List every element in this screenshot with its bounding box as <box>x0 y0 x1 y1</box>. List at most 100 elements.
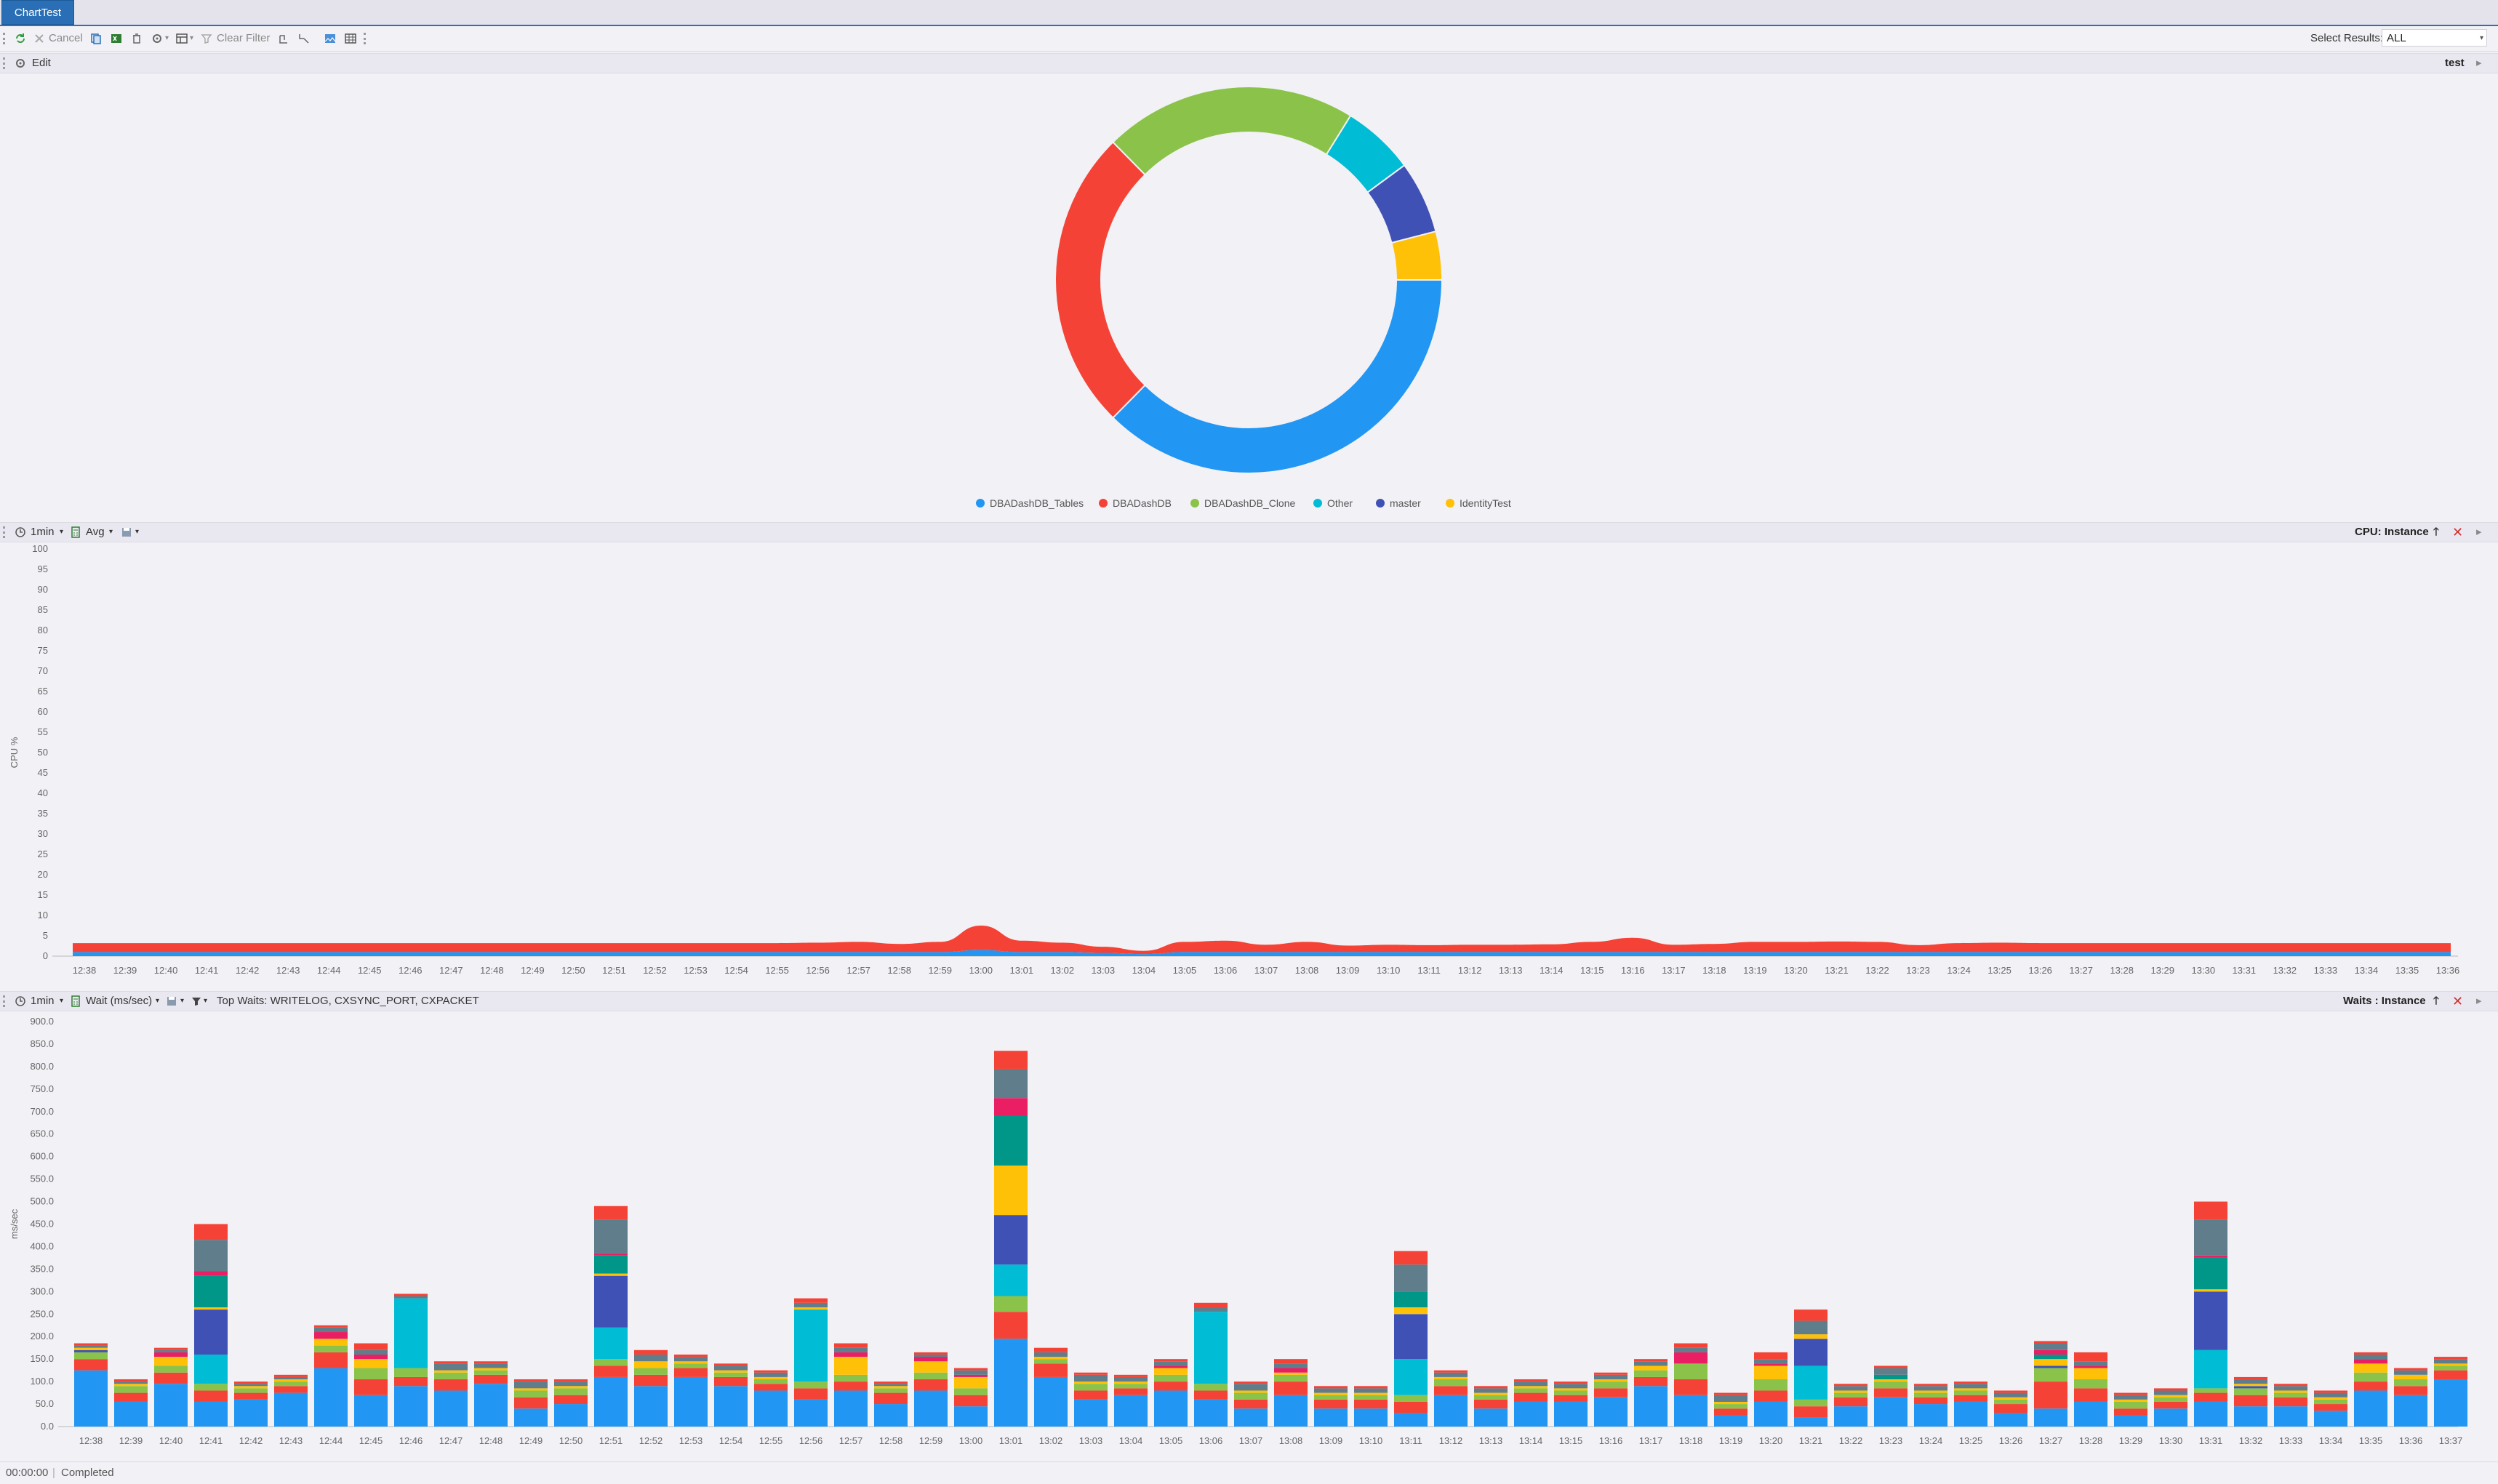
chevron-down-icon[interactable]: ▾ <box>190 34 194 42</box>
bar-segment[interactable] <box>1794 1339 1828 1366</box>
chevron-down-icon[interactable]: ▾ <box>204 997 208 1005</box>
bar-segment[interactable] <box>514 1388 548 1391</box>
bar-segment[interactable] <box>434 1372 468 1380</box>
bar-segment[interactable] <box>1554 1384 1588 1389</box>
bar-segment[interactable] <box>2194 1289 2227 1292</box>
bar-segment[interactable] <box>1634 1361 1668 1366</box>
bar-segment[interactable] <box>2154 1390 2187 1395</box>
bar-segment[interactable] <box>2354 1354 2387 1360</box>
bar-segment[interactable] <box>314 1345 348 1352</box>
bar-segment[interactable] <box>634 1354 668 1362</box>
bar-segment[interactable] <box>1234 1392 1268 1400</box>
bar-segment[interactable] <box>1674 1347 1708 1352</box>
bar-segment[interactable] <box>1754 1359 1788 1364</box>
bar-segment[interactable] <box>1514 1388 1548 1393</box>
bar-segment[interactable] <box>114 1386 148 1393</box>
bar-segment[interactable] <box>1354 1392 1388 1395</box>
bar-segment[interactable] <box>274 1386 308 1393</box>
bar-segment[interactable] <box>1994 1413 2027 1427</box>
bar-segment[interactable] <box>2074 1352 2107 1362</box>
bar-segment[interactable] <box>674 1363 708 1368</box>
bar-segment[interactable] <box>794 1298 828 1303</box>
bar-segment[interactable] <box>1434 1386 1468 1395</box>
bar-segment[interactable] <box>1434 1370 1468 1373</box>
bar-segment[interactable] <box>1074 1381 1108 1384</box>
bar-segment[interactable] <box>554 1395 588 1405</box>
bar-segment[interactable] <box>1674 1379 1708 1395</box>
bar-segment[interactable] <box>1714 1392 1748 1395</box>
bar-segment[interactable] <box>1914 1392 1947 1397</box>
bar-segment[interactable] <box>2114 1395 2147 1400</box>
bar-segment[interactable] <box>1594 1379 1628 1382</box>
bar-segment[interactable] <box>754 1372 788 1377</box>
bar-segment[interactable] <box>954 1395 988 1407</box>
bar-segment[interactable] <box>1834 1384 1868 1387</box>
bar-segment[interactable] <box>2154 1401 2187 1409</box>
bar-segment[interactable] <box>1994 1404 2027 1413</box>
bar-segment[interactable] <box>1234 1408 1268 1427</box>
bar-segment[interactable] <box>2274 1392 2307 1397</box>
bar-segment[interactable] <box>1394 1395 1428 1402</box>
bar-segment[interactable] <box>274 1379 308 1382</box>
bar-segment[interactable] <box>2194 1349 2227 1389</box>
bar-segment[interactable] <box>1834 1397 1868 1407</box>
bar-segment[interactable] <box>1034 1376 1068 1427</box>
bar-segment[interactable] <box>1634 1365 1668 1371</box>
bar-segment[interactable] <box>2234 1395 2267 1407</box>
legend-label[interactable]: Other <box>1327 497 1353 509</box>
bar-segment[interactable] <box>1834 1392 1868 1397</box>
bar-segment[interactable] <box>354 1368 388 1380</box>
bar-segment[interactable] <box>1474 1395 1508 1400</box>
bar-segment[interactable] <box>2114 1399 2147 1402</box>
bar-segment[interactable] <box>1234 1384 1268 1391</box>
cancel-icon[interactable] <box>33 33 45 44</box>
gear-icon[interactable] <box>15 57 26 69</box>
bar-segment[interactable] <box>1874 1388 1907 1397</box>
waits-interval-dropdown[interactable]: 1min <box>31 995 55 1007</box>
filter-icon[interactable] <box>191 995 202 1007</box>
bar-segment[interactable] <box>2074 1361 2107 1366</box>
bar-segment[interactable] <box>1914 1397 1947 1405</box>
bar-segment[interactable] <box>1154 1359 1188 1362</box>
bar-segment[interactable] <box>2154 1408 2187 1427</box>
bar-segment[interactable] <box>1394 1264 1428 1292</box>
bar-segment[interactable] <box>714 1372 748 1377</box>
bar-segment[interactable] <box>594 1327 628 1360</box>
bar-segment[interactable] <box>2034 1365 2067 1368</box>
bar-segment[interactable] <box>2034 1354 2067 1360</box>
bar-segment[interactable] <box>474 1370 508 1375</box>
bar-segment[interactable] <box>354 1395 388 1427</box>
bar-segment[interactable] <box>2434 1363 2467 1366</box>
bar-segment[interactable] <box>1394 1251 1428 1265</box>
waits-metric-dropdown[interactable]: Wait (ms/sec) <box>86 995 153 1007</box>
bar-segment[interactable] <box>634 1386 668 1427</box>
bar-segment[interactable] <box>2074 1388 2107 1402</box>
bar-segment[interactable] <box>1794 1417 1828 1427</box>
bar-segment[interactable] <box>1514 1381 1548 1387</box>
bar-segment[interactable] <box>1154 1368 1188 1375</box>
bar-segment[interactable] <box>634 1361 668 1368</box>
bar-segment[interactable] <box>554 1404 588 1427</box>
bar-segment[interactable] <box>834 1357 868 1375</box>
bar-segment[interactable] <box>354 1354 388 1360</box>
bar-segment[interactable] <box>2234 1406 2267 1427</box>
bar-segment[interactable] <box>594 1219 628 1254</box>
bar-segment[interactable] <box>1194 1384 1228 1391</box>
bar-segment[interactable] <box>314 1325 348 1328</box>
bar-segment[interactable] <box>1554 1388 1588 1391</box>
bar-segment[interactable] <box>1594 1381 1628 1389</box>
bar-segment[interactable] <box>994 1115 1028 1166</box>
bar-segment[interactable] <box>1474 1386 1508 1389</box>
bar-segment[interactable] <box>2194 1201 2227 1220</box>
bar-segment[interactable] <box>1954 1390 1987 1395</box>
bar-segment[interactable] <box>1514 1379 1548 1382</box>
bar-segment[interactable] <box>1954 1384 1987 1389</box>
bar-segment[interactable] <box>1754 1379 1788 1391</box>
bar-segment[interactable] <box>1194 1307 1228 1312</box>
bar-segment[interactable] <box>1554 1381 1588 1384</box>
bar-segment[interactable] <box>1354 1395 1388 1400</box>
bar-segment[interactable] <box>1194 1399 1228 1427</box>
bar-segment[interactable] <box>194 1309 228 1355</box>
donut-slice-dbadashdb_tables[interactable] <box>1111 279 1444 474</box>
bar-segment[interactable] <box>634 1349 668 1355</box>
